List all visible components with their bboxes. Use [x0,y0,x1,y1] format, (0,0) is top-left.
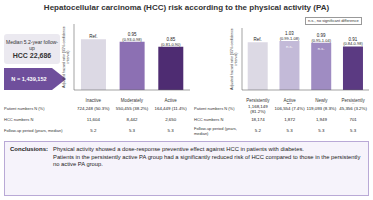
html-text:1,168,149 (81.2%): 1,168,149 (81.2%) [248,103,268,114]
html-text:2,650: 2,650 [165,117,177,123]
svg-text:n.s.: n.s. [318,46,325,51]
html-text:HCC numbers N: HCC numbers N [4,117,34,123]
svg-text:Ref.: Ref. [254,37,262,42]
svg-text:PersistentlynoactivePA: PersistentlynoactivePA [246,98,270,104]
html-text:Adjusted hazard ratio (95% con: Adjusted hazard ratio (95% confidence in… [230,28,238,90]
html-text:164,449 (11.4%): 164,449 (11.4%) [154,106,187,112]
html-text:Patient numbers N (%): Patient numbers N (%) [194,106,235,112]
html-text:5.3: 5.3 [350,128,357,134]
html-text:701: 701 [349,117,357,123]
svg-text:0.99: 0.99 [316,33,326,39]
svg-text:(0.99-1.08): (0.99-1.08) [280,36,300,41]
svg-text:1.03: 1.03 [285,31,294,37]
html-text:550,455 (38.2%): 550,455 (38.2%) [115,106,149,112]
svg-text:0.95: 0.95 [127,32,137,38]
svg-text:ActivePAquitter: ActivePAquitter [283,98,296,104]
html-text:Patients in the persistently a: Patients in the persistently active PA g… [53,153,361,167]
svg-text:(0.93-0.98): (0.93-0.98) [122,37,142,42]
html-text:n.s., no significant differenc: n.s., no significant difference [308,18,359,23]
svg-text:Ref.: Ref. [89,34,97,39]
svg-text:PersistentlyactivePA: PersistentlyactivePA [341,98,365,104]
html-text:5.2: 5.2 [90,128,97,134]
html-text:11,604: 11,604 [86,117,100,123]
svg-text:(0.81-0.90): (0.81-0.90) [161,42,181,47]
svg-text:(0.95-1.04): (0.95-1.04) [311,38,331,43]
html-text:Adjusted hazard ratio (95% con: Adjusted hazard ratio (95% confidence in… [62,26,70,88]
svg-text:Active: Active [165,98,178,103]
html-text:Conclusions:: Conclusions: [10,146,48,152]
html-text:5.3: 5.3 [318,128,325,134]
html-text:5.3: 5.3 [167,128,174,134]
html-text:106,554 (7.4%) 119,093 (8.3%): 106,554 (7.4%) 119,093 (8.3%) 45,356 (3.… [274,106,367,112]
html-text:Follow-up period (years, media: Follow-up period (years, median) [4,128,63,134]
html-text:5.3: 5.3 [286,128,293,134]
html-text:8,442: 8,442 [126,117,138,123]
html-text:Median 5.2-year follow-up: Median 5.2-year follow-up [6,38,58,51]
html-text:HCC 22,686: HCC 22,686 [12,51,52,59]
html-text:Hepatocellular carcinoma (HCC): Hepatocellular carcinoma (HCC) risk acco… [43,3,330,12]
html-text:HCC numbers N: HCC numbers N [194,117,224,123]
html-text:18,174: 18,174 [251,117,265,123]
html-text:5.3: 5.3 [128,128,135,134]
svg-text:0.91: 0.91 [348,37,358,43]
svg-text:(0.84-0.98): (0.84-0.98) [343,41,363,46]
html-text:Follow-up period (years, media: Follow-up period (years, median) [194,125,237,136]
html-text:5.2: 5.2 [254,128,261,134]
svg-text:0.85: 0.85 [166,37,176,43]
html-text:724,248 (50.3%): 724,248 (50.3%) [77,106,110,112]
html-text:Physical activity showed a dos: Physical activity showed a dose-response… [53,146,304,152]
svg-text:Inactive: Inactive [86,98,102,103]
svg-text:Moderatelyactive: Moderatelyactive [121,98,144,104]
html-text:N = 1,439,152: N = 1,439,152 [11,76,47,82]
svg-text:n.s.: n.s. [286,44,293,49]
html-text:1,872: 1,872 [284,117,296,123]
svg-text:NewlyactivePA: NewlyactivePA [315,98,328,104]
html-text:1,949: 1,949 [315,117,327,123]
html-text:Patient numbers N (%): Patient numbers N (%) [4,106,45,112]
